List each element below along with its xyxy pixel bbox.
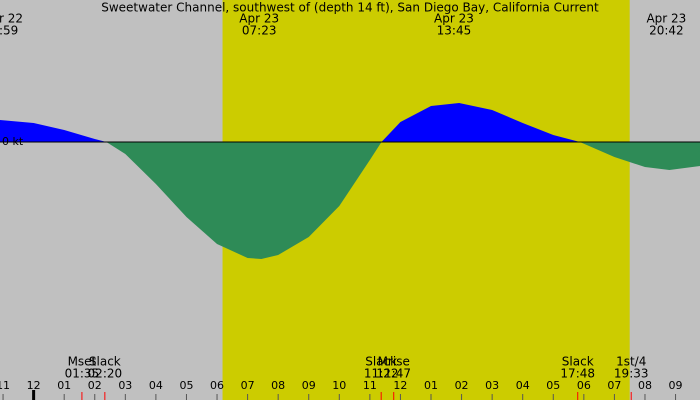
x-tick-label: 06 xyxy=(210,379,224,392)
event-name: Slack xyxy=(89,355,121,369)
extreme-time: :59 xyxy=(0,24,18,38)
x-tick-label: 09 xyxy=(669,379,683,392)
event-name: Mrise xyxy=(378,355,410,369)
extreme-time: 07:23 xyxy=(242,24,277,38)
x-tick-label: 06 xyxy=(577,379,591,392)
extreme-time: 13:45 xyxy=(437,24,472,38)
x-tick-label: 08 xyxy=(271,379,285,392)
x-tick-label: 03 xyxy=(118,379,132,392)
x-tick-label: 02 xyxy=(455,379,469,392)
event-name: Slack xyxy=(365,355,397,369)
areas xyxy=(0,103,700,259)
x-tick-label: 05 xyxy=(546,379,560,392)
extreme-date: Apr 23 xyxy=(434,12,474,26)
event-time: 11:47 xyxy=(376,367,411,381)
chart-title: Sweetwater Channel, southwest of (depth … xyxy=(101,1,599,15)
event-name: Mset xyxy=(68,355,97,369)
event-time: 17:48 xyxy=(560,367,595,381)
x-tick-label: 07 xyxy=(241,379,255,392)
ebb-area xyxy=(0,142,700,259)
x-tick-label: 02 xyxy=(88,379,102,392)
x-tick-label: 08 xyxy=(638,379,652,392)
x-tick-label: 10 xyxy=(332,379,346,392)
x-tick-label: 12 xyxy=(393,379,407,392)
extreme-date: r 22 xyxy=(0,12,23,26)
extreme-date: Apr 23 xyxy=(239,12,279,26)
x-tick-label: 01 xyxy=(57,379,71,392)
x-tick-label: 11 xyxy=(363,379,377,392)
event-time: 11:22 xyxy=(364,367,399,381)
event-time: 19:33 xyxy=(614,367,649,381)
x-tick-label: 04 xyxy=(516,379,530,392)
extreme-date: Apr 23 xyxy=(646,12,686,26)
x-tick-label: 04 xyxy=(149,379,163,392)
x-tick-label: 07 xyxy=(607,379,621,392)
x-tick-label: 12 xyxy=(27,379,41,392)
extreme-time: 20:42 xyxy=(649,24,684,38)
flood-area xyxy=(0,103,700,142)
x-tick-label: 09 xyxy=(302,379,316,392)
event-time: 01:35 xyxy=(65,367,100,381)
event-name: Slack xyxy=(562,355,594,369)
x-tick-label: 05 xyxy=(179,379,193,392)
x-tick-label: 11 xyxy=(0,379,10,392)
x-tick-label: 03 xyxy=(485,379,499,392)
x-tick-label: 01 xyxy=(424,379,438,392)
event-name: 1st/4 xyxy=(616,355,646,369)
event-time: 02:20 xyxy=(88,367,123,381)
zero-label: 0 kt xyxy=(2,135,24,148)
